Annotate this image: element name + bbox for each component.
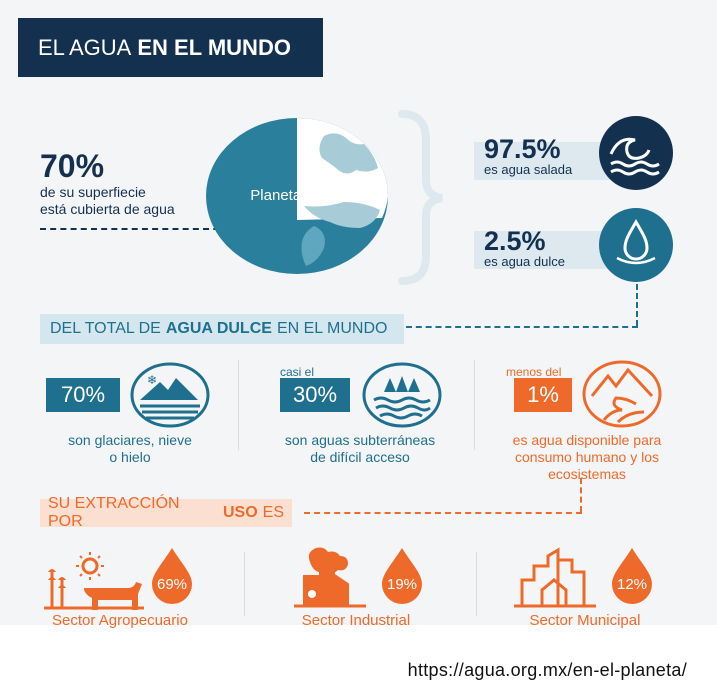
agro-value: 69% [157,576,187,593]
glacier-icon: ❄ [130,362,210,428]
connector-horizontal [406,326,638,328]
freshwater-section-bold: AGUA DULCE [165,320,272,337]
municipal-value: 12% [617,576,647,593]
salt-caption: es agua salada [484,162,573,177]
surface-caption-line1: de su superfiecie [40,184,146,200]
ground-caption-line1: son aguas subterráneas [284,432,436,448]
fresh-caption: es agua dulce [484,254,565,269]
agriculture-icon [44,552,144,610]
glacier-percent: 70% [46,378,120,412]
available-caption: es agua disponible para consumo humano y… [492,432,682,483]
municipal-label: Sector Municipal [529,612,641,629]
drop-agro-icon: 69% [152,548,192,604]
available-caption-line2: consumo humano y los [515,449,659,465]
extraction-connector-horizontal [304,512,582,514]
surface-percent: 70% [40,148,105,184]
mountain-river-icon [582,360,662,428]
glacier-caption-line1: son glaciares, nieve [68,432,192,448]
freshwater-section-header: DEL TOTAL DE AGUA DULCE EN EL MUNDO [40,314,404,344]
surface-dashed-line [40,228,260,230]
surface-caption: de su superfiecie está cubierta de agua [40,184,175,218]
salt-value: 97.5% [484,134,561,164]
ground-prefix: casi el [280,365,315,379]
surface-caption-line2: está cubierta de agua [40,201,175,217]
extraction-connector-vertical [580,478,582,512]
globe-label: Planeta Tierra [250,187,344,204]
extraction-section-header: SU EXTRACCIÓN POR USO ES [40,495,292,530]
available-caption-line1: es agua disponible para [512,432,662,448]
industrial-label: Sector Industrial [301,612,411,629]
globe-icon: Planeta Tierra [206,118,388,274]
source-url: https://agua.org.mx/en-el-planeta/ [407,660,687,680]
groundwater-icon [362,362,442,428]
fresh-box [474,231,624,269]
industrial-value: 19% [387,576,417,593]
available-prefix: menos del [506,365,562,379]
available-caption-line3: ecosistemas [548,466,626,482]
freshwater-section-prefix: DEL TOTAL DE [50,320,161,337]
ground-caption-line2: de difícil acceso [310,449,410,465]
ground-caption: son aguas subterráneas de difícil acceso [260,432,460,466]
infographic-canvas [0,0,717,625]
divider-1 [238,360,239,450]
wave-icon [599,116,673,190]
extraction-section-prefix: SU EXTRACCIÓN POR [48,495,180,530]
divider-2 [474,360,475,450]
title-bold: EN EL MUNDO [137,34,291,60]
agro-label: Sector Agropecuario [52,612,188,629]
available-percent: 1% [514,378,572,412]
divider-3 [244,552,245,616]
fresh-value: 2.5% [484,226,546,256]
drop-industrial-icon: 19% [382,548,422,604]
extraction-section-suffix: ES [262,504,284,521]
glacier-caption-line2: o hielo [109,449,151,465]
connector-vertical [636,284,638,326]
glacier-caption: son glaciares, nieve o hielo [40,432,220,466]
brace-icon [398,110,443,285]
freshwater-section-suffix: EN EL MUNDO [276,320,388,337]
extraction-section-bold: USO [222,504,258,521]
water-drop-icon [599,208,673,282]
title-light: EL AGUA [38,34,132,60]
drop-municipal-icon: 12% [612,548,652,604]
divider-4 [476,552,477,616]
salt-box [474,142,624,180]
ground-percent: 30% [280,378,350,412]
svg-text:❄: ❄ [147,373,157,387]
page-title: EL AGUA EN EL MUNDO [18,18,323,77]
factory-icon [294,547,366,608]
city-icon [514,547,596,608]
